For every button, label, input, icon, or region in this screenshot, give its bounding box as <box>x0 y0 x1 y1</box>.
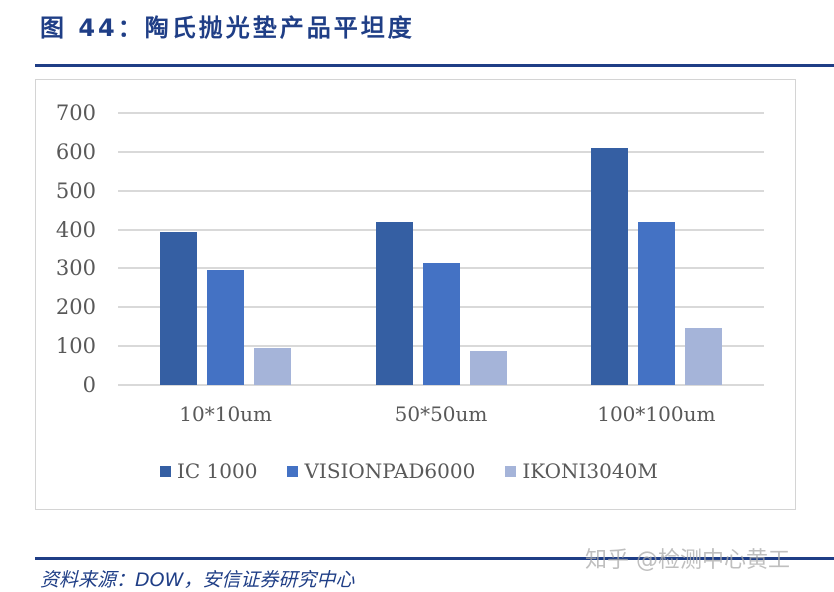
y-tick-label: 400 <box>55 217 96 242</box>
gridline <box>118 228 764 231</box>
y-tick-label: 0 <box>82 373 96 397</box>
bar <box>469 350 507 385</box>
plot-area <box>118 112 764 386</box>
y-tick-label: 700 <box>55 101 96 125</box>
x-tick-label: 100*100um <box>597 402 716 426</box>
y-tick-label: 500 <box>55 178 96 203</box>
legend-swatch-icon <box>287 465 299 477</box>
gridline <box>118 150 764 153</box>
watermark: 知乎 @检测中心黄工 <box>585 548 790 573</box>
y-tick-label: 600 <box>55 139 96 164</box>
legend-label: IC 1000 <box>177 459 258 483</box>
legend-label: VISIONPAD6000 <box>304 459 476 483</box>
legend-item: IC 1000 <box>160 459 257 483</box>
gridline <box>118 112 764 114</box>
gridline <box>118 189 764 192</box>
title-divider <box>35 64 834 67</box>
source-divider <box>35 557 834 560</box>
y-tick-label: 100 <box>55 334 96 359</box>
x-tick-label: 10*10um <box>179 402 273 426</box>
source-note: 资料来源：DOW，安信证券研究中心 <box>40 569 355 591</box>
chart-legend: IC 1000 VISIONPAD6000 IKONI3040M <box>160 459 658 483</box>
bar <box>375 221 413 385</box>
bar <box>254 348 292 385</box>
x-tick-label: 50*50um <box>394 402 488 426</box>
bar <box>160 231 198 385</box>
legend-label: IKONI3040M <box>522 459 658 483</box>
y-tick-label: 200 <box>55 295 96 320</box>
legend-item: IKONI3040M <box>505 459 658 483</box>
legend-swatch-icon <box>160 465 171 477</box>
bar <box>590 147 628 385</box>
bar <box>637 221 675 385</box>
legend-item: VISIONPAD6000 <box>287 459 475 483</box>
bar <box>684 327 722 385</box>
bar <box>207 269 245 385</box>
gridline <box>118 384 764 386</box>
figure-title: 图 44：陶氏抛光垫产品平坦度 <box>40 14 415 42</box>
bar <box>422 262 460 385</box>
legend-swatch-icon <box>505 465 517 477</box>
y-tick-label: 300 <box>55 256 96 281</box>
